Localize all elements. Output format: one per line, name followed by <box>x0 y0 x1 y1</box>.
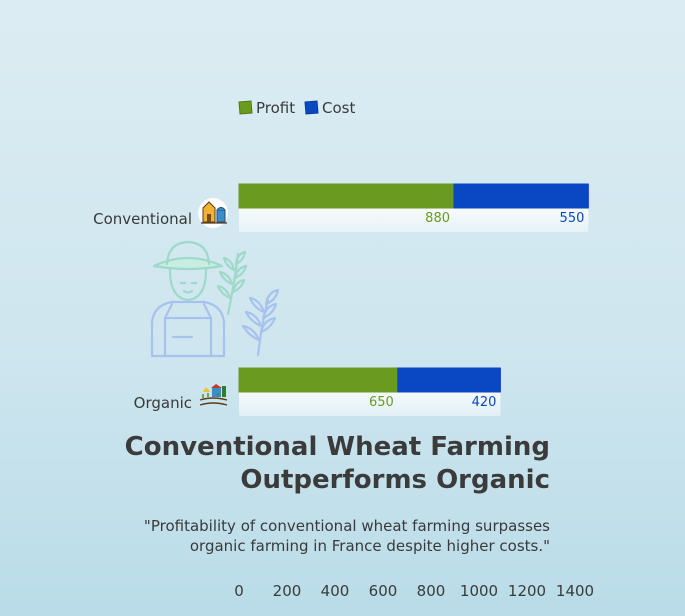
x-tick-label: 400 <box>321 582 350 600</box>
x-tick-label: 1400 <box>556 582 594 600</box>
legend: Profit Cost <box>238 99 355 117</box>
x-tick-label: 200 <box>273 582 302 600</box>
legend-label-cost: Cost <box>322 99 355 117</box>
bar-organic-cost <box>397 367 501 393</box>
x-tick-label: 0 <box>234 582 244 600</box>
chart-subtitle-line-2: organic farming in France despite higher… <box>190 537 550 555</box>
bar-backdrop-conventional <box>239 206 589 232</box>
x-tick-label: 600 <box>369 582 398 600</box>
category-label-conventional: Conventional <box>93 210 192 228</box>
value-label-conventional-cost: 550 <box>560 211 585 226</box>
farmer-with-wheat-icon <box>150 240 280 358</box>
value-label-organic-cost: 420 <box>472 395 497 410</box>
bar-conventional-cost <box>453 183 589 209</box>
chart-title-line-1: Conventional Wheat Farming <box>125 432 550 462</box>
bars-layer: 880 550 Conventional 650 420 Organic <box>93 183 589 416</box>
category-label-organic: Organic <box>134 394 192 412</box>
legend-item-profit: Profit <box>238 99 295 117</box>
legend-swatch-profit <box>238 100 253 115</box>
chart-subtitle-line-1: "Profitability of conventional wheat far… <box>144 517 550 535</box>
bar-backdrop-organic <box>239 390 501 416</box>
x-tick-label: 1000 <box>460 582 498 600</box>
x-axis-ticks: 0 200 400 600 800 1000 1200 1400 <box>234 582 594 600</box>
bar-organic-profit <box>238 367 399 393</box>
x-tick-label: 1200 <box>508 582 546 600</box>
x-tick-label: 800 <box>417 582 446 600</box>
legend-swatch-cost <box>304 100 319 115</box>
value-label-organic-profit: 650 <box>369 395 394 410</box>
legend-label-profit: Profit <box>256 99 295 117</box>
legend-item-cost: Cost <box>304 99 355 117</box>
chart-title-line-2: Outperforms Organic <box>240 465 550 495</box>
value-label-conventional-profit: 880 <box>425 211 450 226</box>
bar-conventional-profit <box>238 183 455 209</box>
farm-buildings-icon <box>198 198 228 228</box>
organic-farm-icon <box>199 384 228 406</box>
